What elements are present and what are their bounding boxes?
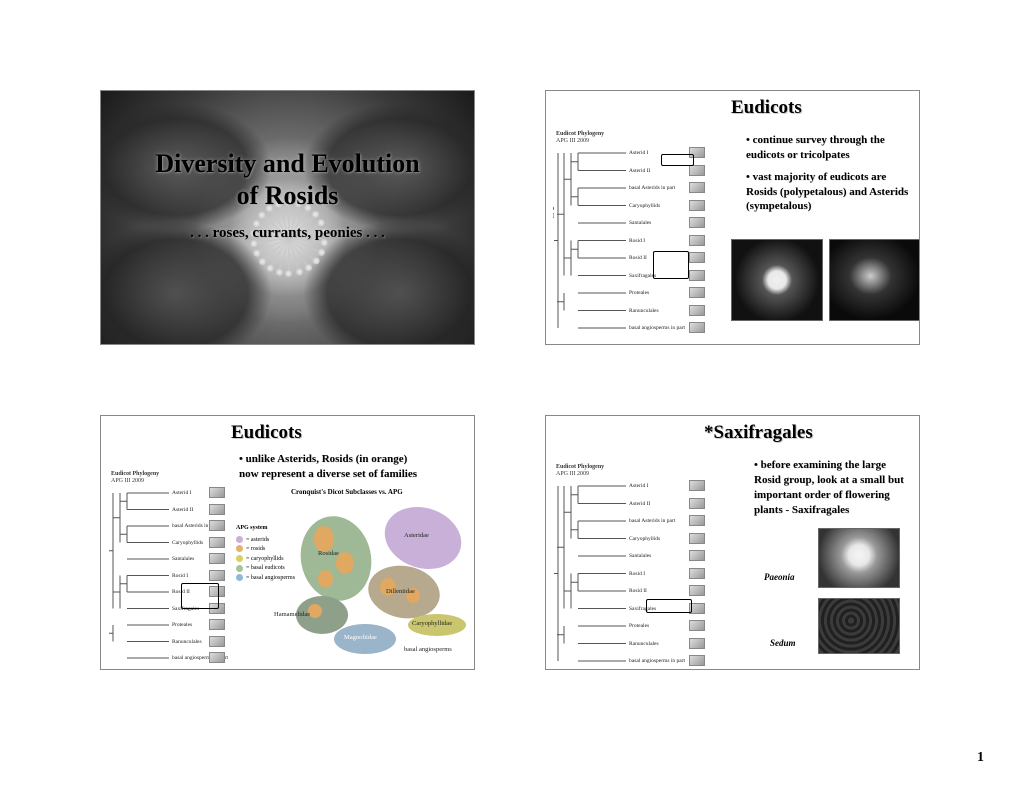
apg-item: = rosids — [236, 545, 295, 555]
slide-grid: Diversity and Evolution of Rosids . . . … — [100, 90, 920, 670]
apg-item: = caryophyllids — [236, 555, 295, 565]
phylogeny-tree: Eudicot PhylogenyAPG III 2009Asterid IAs… — [554, 464, 709, 664]
venn-diagram: Rosidae Asteridae Dilleniidae Hamamelida… — [296, 498, 475, 658]
label-hamamelidae: Hamamelidae — [274, 611, 310, 618]
label-magnoliidae: Magnoliidae — [344, 634, 377, 641]
highlight-rosid — [653, 251, 689, 279]
apg-item: = basal angiosperms — [236, 574, 295, 584]
phylogeny-tree: Eudicot PhylogenyAPG III 2009Asterid IAs… — [109, 471, 229, 666]
slide2-bullets: • continue survey through the eudicots o… — [746, 133, 909, 221]
slide4-heading: *Saxifragales — [704, 422, 813, 444]
bullet: • continue survey through the eudicots o… — [746, 133, 909, 163]
bullet-line: now represent a diverse set of families — [239, 467, 466, 482]
slide-1-title: Diversity and Evolution of Rosids . . . … — [100, 90, 475, 345]
label-caryo: Caryophyllidae — [412, 620, 452, 627]
label-asteridae: Asteridae — [404, 532, 429, 539]
label-basal: basal angiosperms — [404, 646, 452, 653]
apg-title: APG system — [236, 524, 295, 534]
bullet: • before examining the large Rosid group… — [754, 458, 909, 517]
apg-legend: APG system = asterids = rosids = caryoph… — [236, 524, 295, 584]
label-dilleniidae: Dilleniidae — [386, 588, 415, 595]
slide-4-saxifragales: *Saxifragales • before examining the lar… — [545, 415, 920, 670]
label-paeonia: Paeonia — [764, 572, 795, 582]
venn-title: Cronquist's Dicot Subclasses vs. APG — [291, 488, 403, 496]
slide4-bullets: • before examining the large Rosid group… — [754, 458, 909, 524]
apg-item: = asterids — [236, 536, 295, 546]
photo-paeonia — [818, 528, 900, 588]
slide1-title-line2: of Rosids — [101, 181, 474, 211]
page: Diversity and Evolution of Rosids . . . … — [0, 0, 1020, 788]
apg-item: = basal eudicots — [236, 564, 295, 574]
slide-3-eudicots-diverse: Eudicots • unlike Asterids, Rosids (in o… — [100, 415, 475, 670]
slide1-subtitle: . . . roses, currants, peonies . . . — [101, 225, 474, 242]
photo-sedum — [818, 598, 900, 654]
bullet-line: • unlike Asterids, Rosids (in orange) — [239, 452, 466, 467]
highlight-asterid — [661, 154, 694, 166]
highlight-rosid — [181, 583, 219, 609]
photo-rosid-flower — [731, 239, 823, 321]
bullet: • vast majority of eudicots are Rosids (… — [746, 170, 909, 215]
label-rosidae: Rosidae — [318, 550, 339, 557]
page-number: 1 — [977, 750, 984, 766]
photo-asterid-flower — [829, 239, 920, 321]
slide3-bullets: • unlike Asterids, Rosids (in orange) no… — [239, 452, 466, 482]
highlight-saxifragales — [646, 599, 692, 613]
slide2-heading: Eudicots — [731, 97, 802, 119]
slide1-title-line1: Diversity and Evolution — [101, 149, 474, 179]
label-sedum: Sedum — [770, 638, 796, 648]
slide-2-eudicots: Eudicots • continue survey through the e… — [545, 90, 920, 345]
slide3-heading: Eudicots — [231, 422, 302, 444]
